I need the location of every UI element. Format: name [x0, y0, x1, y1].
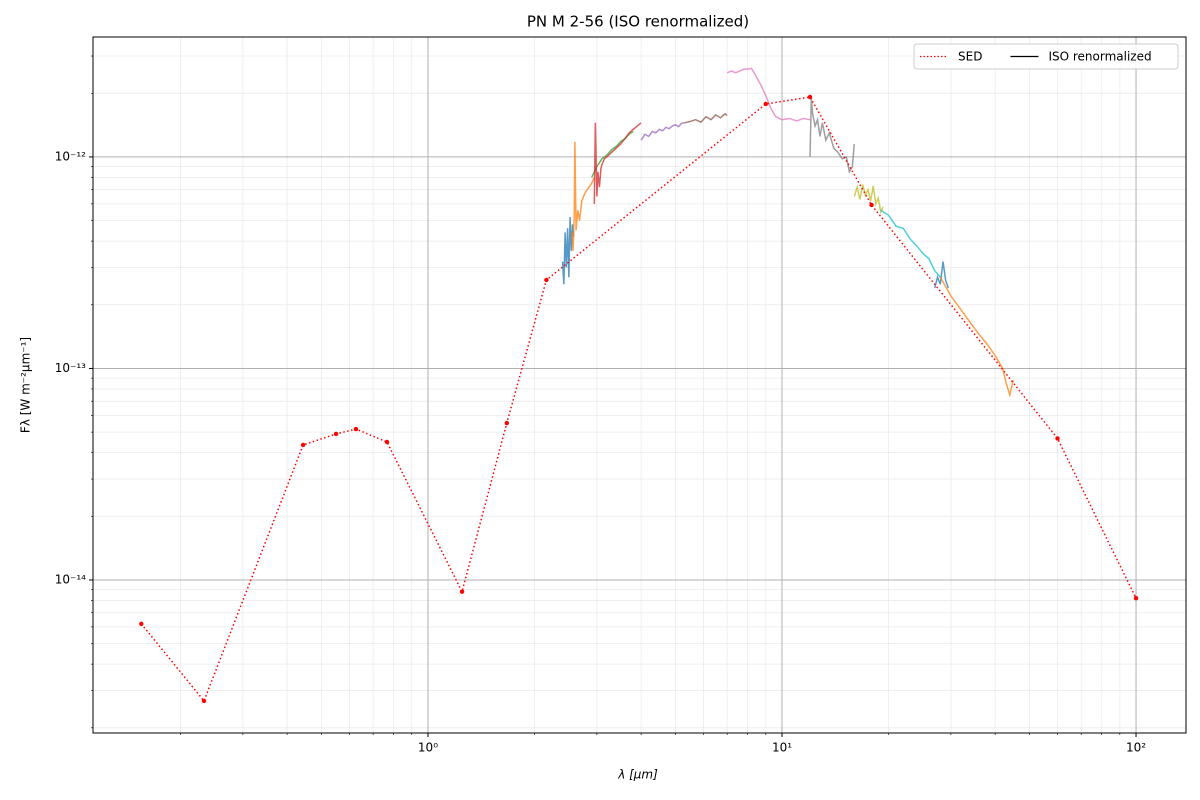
iso-segment	[939, 276, 1014, 398]
sed-point	[763, 101, 769, 107]
y-tick-label: 10⁻¹⁴	[55, 572, 86, 586]
sed-point	[504, 420, 510, 426]
x-tick-label: 10²	[1126, 741, 1146, 755]
plot-frame	[92, 36, 1187, 734]
sed-point	[384, 439, 390, 445]
x-axis-label: λ [μm]	[617, 768, 658, 782]
iso-segment	[571, 141, 595, 251]
sed-point	[1133, 595, 1139, 601]
sed-point	[459, 589, 465, 594]
legend-label: SED	[958, 50, 982, 64]
sed-point	[139, 621, 144, 627]
sed-point	[300, 442, 306, 448]
y-tick-label: 10⁻¹²	[55, 149, 86, 163]
sed-point	[353, 426, 359, 432]
y-tick-label: 10⁻¹³	[55, 361, 86, 375]
iso-segment	[593, 122, 642, 204]
y-axis-label: Fλ [W m⁻²μm⁻¹]	[19, 337, 33, 433]
sed-point	[201, 698, 207, 704]
legend-box	[913, 43, 1179, 70]
iso-segment	[933, 261, 950, 289]
x-tick-label: 10⁰	[418, 741, 438, 755]
legend-label: ISO renormalized	[1048, 50, 1151, 64]
iso-segment	[880, 209, 941, 278]
iso-segment	[640, 122, 685, 141]
sed-point	[333, 431, 339, 437]
chart-title: PN M 2-56 (ISO renormalized)	[527, 13, 749, 31]
iso-segment	[684, 112, 728, 124]
sed-point	[544, 277, 549, 283]
iso-segment	[726, 67, 811, 122]
iso-segment	[853, 184, 884, 215]
x-tick-label: 10¹	[772, 741, 792, 755]
sed-point	[1055, 436, 1060, 441]
sed-line	[140, 96, 1137, 703]
sed-point	[807, 94, 813, 100]
sed-point	[869, 202, 874, 208]
